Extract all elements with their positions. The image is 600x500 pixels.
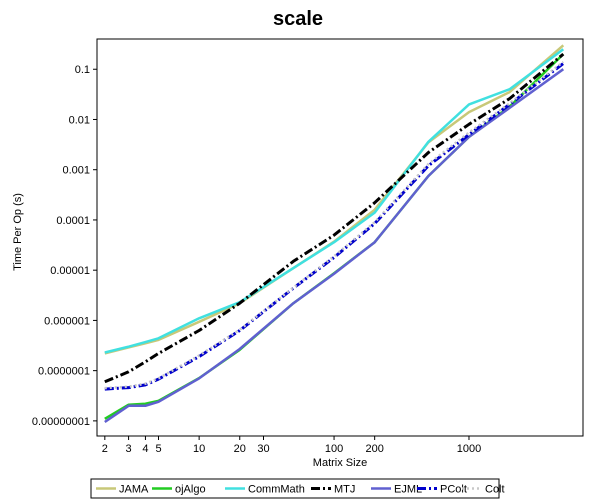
x-tick-label: 20 xyxy=(234,443,246,455)
x-tick-label: 10 xyxy=(193,443,205,455)
legend-label-jama: JAMA xyxy=(119,484,149,496)
legend-label-mtj: MTJ xyxy=(334,484,355,496)
x-tick-label: 200 xyxy=(365,443,383,455)
y-tick-label: 0.0001 xyxy=(56,215,90,227)
y-tick-label: 0.000001 xyxy=(44,315,90,327)
y-tick-label: 0.1 xyxy=(75,64,90,76)
legend-label-commmath: CommMath xyxy=(248,484,305,496)
chart-title: scale xyxy=(273,8,323,30)
y-axis-title: Time Per Op (s) xyxy=(12,193,24,271)
x-tick-label: 30 xyxy=(257,443,269,455)
series-line-mtj xyxy=(104,52,565,384)
x-axis: 2 3 4 5 10 20 30 100 200 1000 xyxy=(102,436,481,455)
legend-label-ejml: EJML xyxy=(394,484,422,496)
x-tick-label: 4 xyxy=(142,443,148,455)
x-axis-title: Matrix Size xyxy=(313,457,367,469)
x-tick-label: 2 xyxy=(102,443,108,455)
y-tick-label: 0.0000001 xyxy=(38,366,90,378)
series-lines xyxy=(104,44,565,424)
x-tick-label: 100 xyxy=(325,443,343,455)
x-tick-label: 5 xyxy=(155,443,161,455)
legend xyxy=(90,478,500,499)
legend-label-ojalgo: ojAlgo xyxy=(175,484,206,496)
legend-items: JAMA ojAlgo CommMath MTJ EJML PColt Colt xyxy=(96,484,505,496)
y-tick-label: 0.00001 xyxy=(50,265,90,277)
y-tick-label: 0.00000001 xyxy=(32,416,90,428)
y-tick-label: 0.01 xyxy=(69,114,90,126)
x-tick-label: 3 xyxy=(126,443,132,455)
y-axis: 0.1 0.01 0.001 0.0001 0.00001 0.000001 0.00000… xyxy=(32,64,97,428)
legend-label-pcolt: PColt xyxy=(440,484,467,496)
series-line-ejml xyxy=(104,68,565,424)
x-tick-label: 1000 xyxy=(457,443,481,455)
y-tick-label: 0.001 xyxy=(62,165,90,177)
plot-area xyxy=(96,38,584,437)
legend-label-colt: Colt xyxy=(485,484,505,496)
series-line-colt xyxy=(104,60,565,390)
series-line-commmath xyxy=(104,48,565,354)
